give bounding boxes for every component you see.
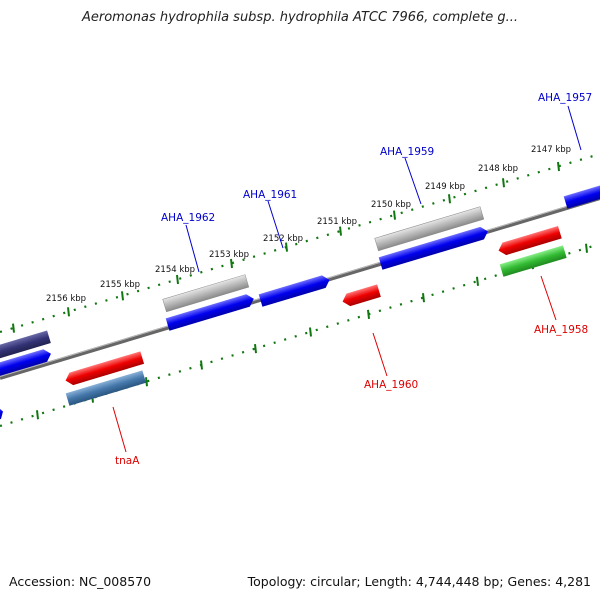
major-tick [339,226,342,236]
tick-label: 2153 kbp [209,250,249,260]
forward-gene-arrow[interactable] [0,348,53,378]
tick-label: 2150 kbp [371,200,411,210]
forward-gene-arrow[interactable] [378,225,490,270]
tick-label: 2151 kbp [317,217,357,227]
tick-label: 2154 kbp [155,265,195,275]
major-tick [393,210,396,220]
major-tick [230,258,233,269]
gene-label-tnaa[interactable]: tnaA [115,455,140,467]
major-tick [67,307,70,317]
forward-gene-arrow[interactable] [0,405,5,422]
gene-label-aha-1962[interactable]: AHA_1962 [161,212,215,224]
major-tick [285,242,288,252]
reverse-gene-arrow[interactable] [497,225,562,257]
major-tick [121,291,124,301]
features-forward-strand [0,180,600,422]
gray-feature[interactable] [162,274,250,313]
gene-label-aha-1961[interactable]: AHA_1961 [243,189,297,201]
gene-label-aha-1958[interactable]: AHA_1958 [534,324,588,336]
gene-label-aha-1960[interactable]: AHA_1960 [364,379,418,391]
tick-label: 2147 kbp [531,145,571,155]
scale-labels: 2147 kbp 2148 kbp 2149 kbp 2150 kbp 2151… [46,145,571,304]
outer-major-ticks [12,161,560,333]
green-feature[interactable] [499,245,567,277]
major-tick [254,344,257,354]
major-tick [448,194,451,204]
forward-gene-arrow[interactable] [563,180,600,209]
major-tick [200,360,203,370]
gene-label-aha-1957[interactable]: AHA_1957 [538,92,592,104]
forward-label-leaders [185,105,582,273]
features-reverse-strand [64,225,567,406]
reverse-label-leaders [112,275,557,453]
tick-label: 2152 kbp [263,234,303,244]
forward-gene-arrow[interactable] [165,292,256,331]
forward-gene-labels: AHA_1957 AHA_1959 AHA_1961 AHA_1962 [161,92,592,224]
major-tick [176,274,179,285]
major-tick [422,293,425,303]
gray-feature[interactable] [374,206,485,252]
major-tick [36,410,39,420]
tick-label: 2156 kbp [46,294,86,304]
features-outer-strand [0,206,485,361]
major-tick [367,309,370,319]
navy-feature[interactable] [0,330,51,361]
map-title: Aeromonas hydrophila subsp. hydrophila A… [81,10,519,25]
major-tick [585,243,588,253]
major-tick [502,178,505,188]
tick-label: 2155 kbp [100,280,140,290]
tick-label: 2149 kbp [425,182,465,192]
major-tick [557,161,560,172]
steel-feature[interactable] [65,370,147,406]
accession-text: Accession: NC_008570 [9,574,152,589]
reverse-gene-arrow[interactable] [341,284,381,307]
major-tick [476,276,479,286]
genome-stats-text: Topology: circular; Length: 4,744,448 bp… [247,574,591,589]
major-tick [309,327,312,337]
tick-label: 2148 kbp [478,164,518,174]
gene-label-aha-1959[interactable]: AHA_1959 [380,146,434,158]
reverse-gene-labels: AHA_1958 AHA_1960 tnaA [115,324,588,467]
forward-gene-arrow[interactable] [258,274,332,307]
major-tick [145,377,148,387]
reverse-gene-arrow[interactable] [64,351,145,386]
major-tick [12,323,15,333]
